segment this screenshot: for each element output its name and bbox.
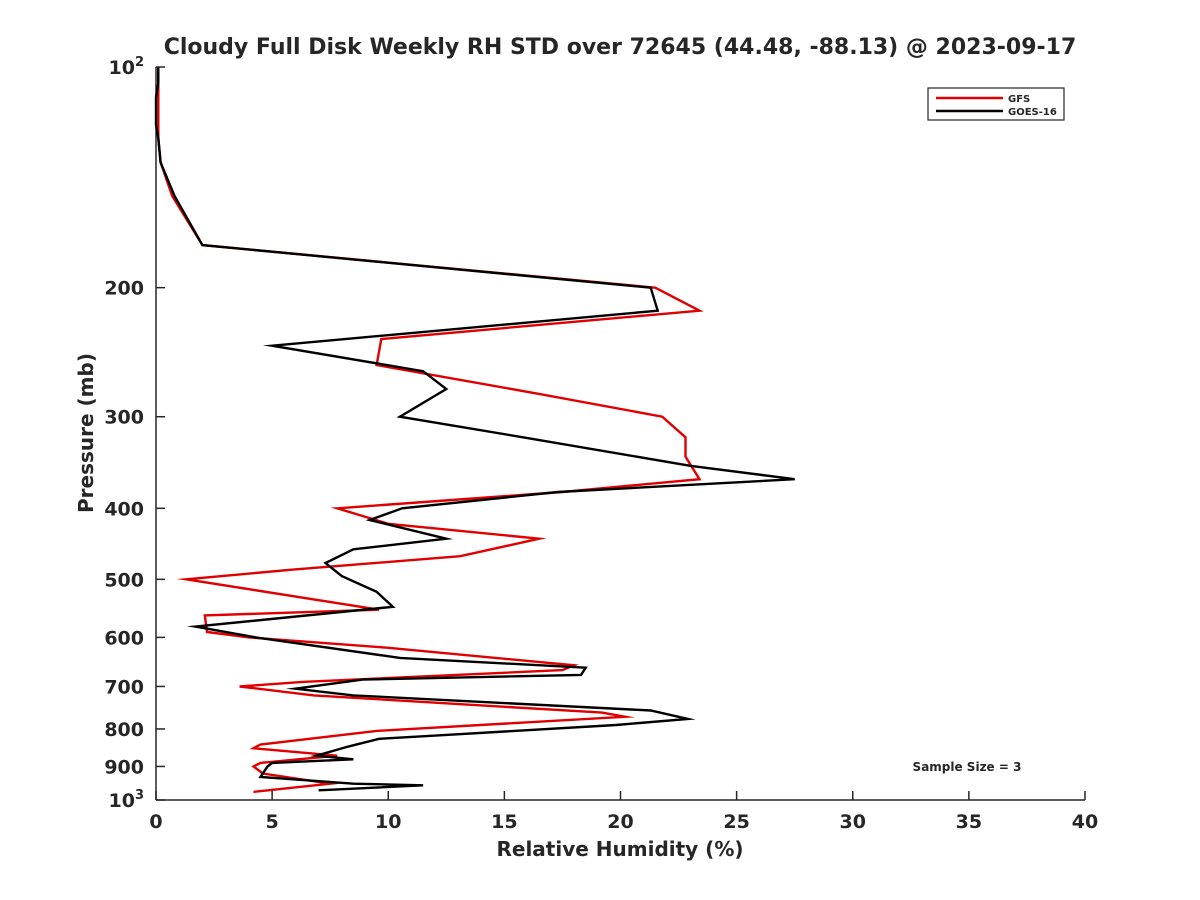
- x-tick-label: 20: [607, 811, 633, 833]
- y-ticks: 102 200 300 400 500 600 700 800 900 103: [104, 55, 165, 812]
- y-tick-label: 800: [104, 719, 144, 741]
- x-tick-label: 5: [266, 811, 279, 833]
- y-tick-label: 600: [104, 627, 144, 649]
- legend-label: GOES-16: [1008, 107, 1057, 118]
- y-tick-label: 103: [109, 788, 145, 812]
- y-tick-label: 300: [104, 407, 144, 429]
- y-tick-label: 500: [104, 569, 144, 591]
- x-ticks: 0 5 10 15 20 25 30 35 40: [149, 791, 1098, 833]
- series-line-goes-16: [154, 67, 795, 792]
- legend-label: GFS: [1008, 94, 1030, 105]
- y-tick-label: 400: [104, 498, 144, 520]
- series-group: [154, 67, 795, 794]
- y-tick-label: 102: [109, 55, 145, 79]
- y-axis-label: Pressure (mb): [74, 353, 98, 513]
- x-tick-label: 40: [1072, 811, 1098, 833]
- y-tick-label: 200: [104, 278, 144, 300]
- x-tick-label: 15: [491, 811, 517, 833]
- x-tick-label: 10: [375, 811, 401, 833]
- axes-group: [155, 67, 1085, 801]
- x-tick-label: 25: [723, 811, 749, 833]
- chart-title: Cloudy Full Disk Weekly RH STD over 7264…: [164, 35, 1077, 60]
- x-tick-label: 35: [956, 811, 982, 833]
- y-tick-label: 700: [104, 676, 144, 698]
- y-tick-label: 900: [104, 756, 144, 778]
- x-tick-label: 30: [840, 811, 866, 833]
- x-axis-label: Relative Humidity (%): [496, 837, 743, 861]
- series-line-gfs: [157, 67, 704, 794]
- legend-box: [927, 87, 1065, 121]
- legend: GFS GOES-16: [927, 87, 1065, 121]
- sample-size-annotation: Sample Size = 3: [913, 760, 1022, 774]
- x-tick-label: 0: [149, 811, 162, 833]
